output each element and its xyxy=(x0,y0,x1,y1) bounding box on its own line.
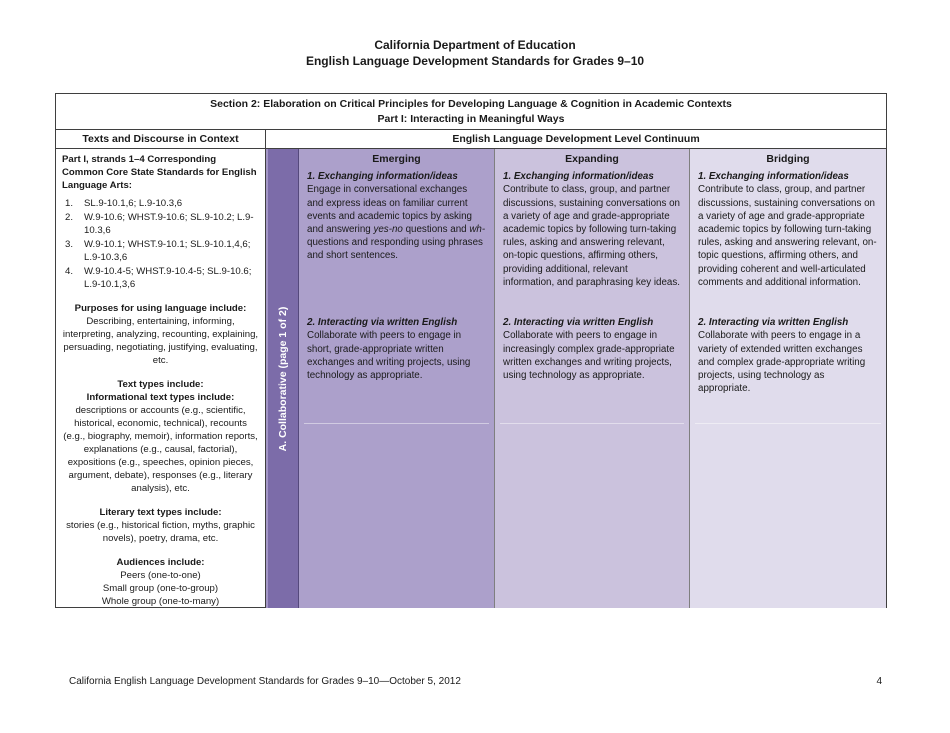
level-header-emerging: Emerging xyxy=(372,153,421,165)
informational-body: descriptions or accounts (e.g., scientif… xyxy=(63,405,258,494)
purposes-body: Describing, entertaining, informing, int… xyxy=(62,316,259,366)
list-text: W.9-10.4-5; WHST.9-10.4-5; SL.9-10.6; L.… xyxy=(84,266,252,290)
list-item: 3. W.9-10.1; WHST.9-10.1; SL.9-10.1,4,6;… xyxy=(62,238,259,264)
standard-item: 1. Exchanging information/ideas Contribu… xyxy=(698,170,878,316)
row-divider xyxy=(695,423,881,424)
standard-body: Contribute to class, group, and partner … xyxy=(503,184,680,288)
standard-body: Collaborate with peers to engage in shor… xyxy=(307,330,471,382)
document-footer: California English Language Development … xyxy=(55,676,887,687)
list-number: 3. xyxy=(65,239,74,250)
footer-text: California English Language Development … xyxy=(69,676,461,687)
ccss-heading: Part I, strands 1–4 Corresponding Common… xyxy=(62,154,257,191)
standard-item: 1. Exchanging information/ideas Engage i… xyxy=(307,170,486,316)
list-text: W.9-10.6; WHST.9-10.6; SL.9-10.2; L.9-10… xyxy=(84,212,254,236)
texts-discourse-header: Texts and Discourse in Context xyxy=(56,130,266,148)
standard-item: 1. Exchanging information/ideas Contribu… xyxy=(503,170,681,316)
row-divider xyxy=(500,423,684,424)
audiences-heading: Audiences include: xyxy=(116,557,205,568)
standard-body: Collaborate with peers to engage in incr… xyxy=(503,330,675,382)
list-item: 4. W.9-10.4-5; WHST.9-10.4-5; SL.9-10.6;… xyxy=(62,265,259,291)
standard-item: 2. Interacting via written English Colla… xyxy=(503,316,681,382)
section-header-line1: Section 2: Elaboration on Critical Princ… xyxy=(210,98,732,110)
section-header-line2: Part I: Interacting in Meaningful Ways xyxy=(377,112,565,125)
standard-heading: 2. Interacting via written English xyxy=(503,317,654,329)
text-types-heading: Text types include: xyxy=(117,379,204,390)
list-item: 1. SL.9-10.1,6; L.9-10.3,6 xyxy=(62,197,259,210)
level-header-bridging: Bridging xyxy=(766,153,810,165)
standard-heading: 2. Interacting via written English xyxy=(307,317,458,329)
audience-item: Peers (one-to-one) xyxy=(120,570,201,581)
context-column: Part I, strands 1–4 Corresponding Common… xyxy=(56,149,266,608)
literary-block: Literary text types include: stories (e.… xyxy=(62,506,259,545)
row-divider xyxy=(304,423,489,424)
doc-title: California Department of Education xyxy=(374,38,576,52)
list-text: SL.9-10.1,6; L.9-10.3,6 xyxy=(84,198,183,209)
list-item: 2. W.9-10.6; WHST.9-10.6; SL.9-10.2; L.9… xyxy=(62,211,259,237)
list-number: 4. xyxy=(65,266,74,277)
list-text: W.9-10.1; WHST.9-10.1; SL.9-10.1,4,6; L.… xyxy=(84,239,251,263)
page-number: 4 xyxy=(876,676,882,687)
standard-body: Collaborate with peers to engage in a va… xyxy=(698,330,866,395)
audiences-block: Audiences include: Peers (one-to-one) Sm… xyxy=(62,556,259,608)
eld-continuum-header: English Language Development Level Conti… xyxy=(452,133,700,145)
standard-heading: 1. Exchanging information/ideas xyxy=(698,171,849,183)
collaborative-mode-strip: A. Collaborative (page 1 of 2) xyxy=(266,149,299,608)
purposes-heading: Purposes for using language include: xyxy=(74,303,247,314)
section-header: Section 2: Elaboration on Critical Princ… xyxy=(56,94,886,130)
text-types-block: Text types include: Informational text t… xyxy=(62,378,259,495)
purposes-block: Purposes for using language include: Des… xyxy=(62,302,259,367)
standard-heading: 1. Exchanging information/ideas xyxy=(307,171,458,183)
document-header: California Department of Education Engli… xyxy=(0,37,950,69)
audience-item: Small group (one-to-group) xyxy=(102,583,219,594)
level-column-bridging: Bridging 1. Exchanging information/ideas… xyxy=(689,149,886,608)
literary-heading: Literary text types include: xyxy=(99,507,222,518)
standards-table: Section 2: Elaboration on Critical Princ… xyxy=(55,93,887,608)
standard-item: 2. Interacting via written English Colla… xyxy=(307,316,486,382)
standard-body: Contribute to class, group, and partner … xyxy=(698,184,877,288)
informational-heading: Informational text types include: xyxy=(86,392,235,403)
standard-heading: 1. Exchanging information/ideas xyxy=(503,171,654,183)
list-number: 2. xyxy=(65,212,74,223)
doc-subtitle: English Language Development Standards f… xyxy=(305,54,645,68)
column-headers-row: Texts and Discourse in Context English L… xyxy=(56,130,886,149)
level-column-emerging: Emerging 1. Exchanging information/ideas… xyxy=(299,149,494,608)
audience-item: Whole group (one-to-many) xyxy=(101,596,220,607)
level-header-expanding: Expanding xyxy=(565,153,619,165)
standard-item: 2. Interacting via written English Colla… xyxy=(698,316,878,395)
literary-body: stories (e.g., historical fiction, myths… xyxy=(66,520,255,544)
standard-body: Engage in conversational exchanges and e… xyxy=(307,184,486,262)
standard-heading: 2. Interacting via written English xyxy=(698,317,849,329)
level-column-expanding: Expanding 1. Exchanging information/idea… xyxy=(494,149,689,608)
mode-strip-label: A. Collaborative (page 1 of 2) xyxy=(277,306,289,451)
content-row: Part I, strands 1–4 Corresponding Common… xyxy=(56,149,886,608)
list-number: 1. xyxy=(65,198,74,209)
